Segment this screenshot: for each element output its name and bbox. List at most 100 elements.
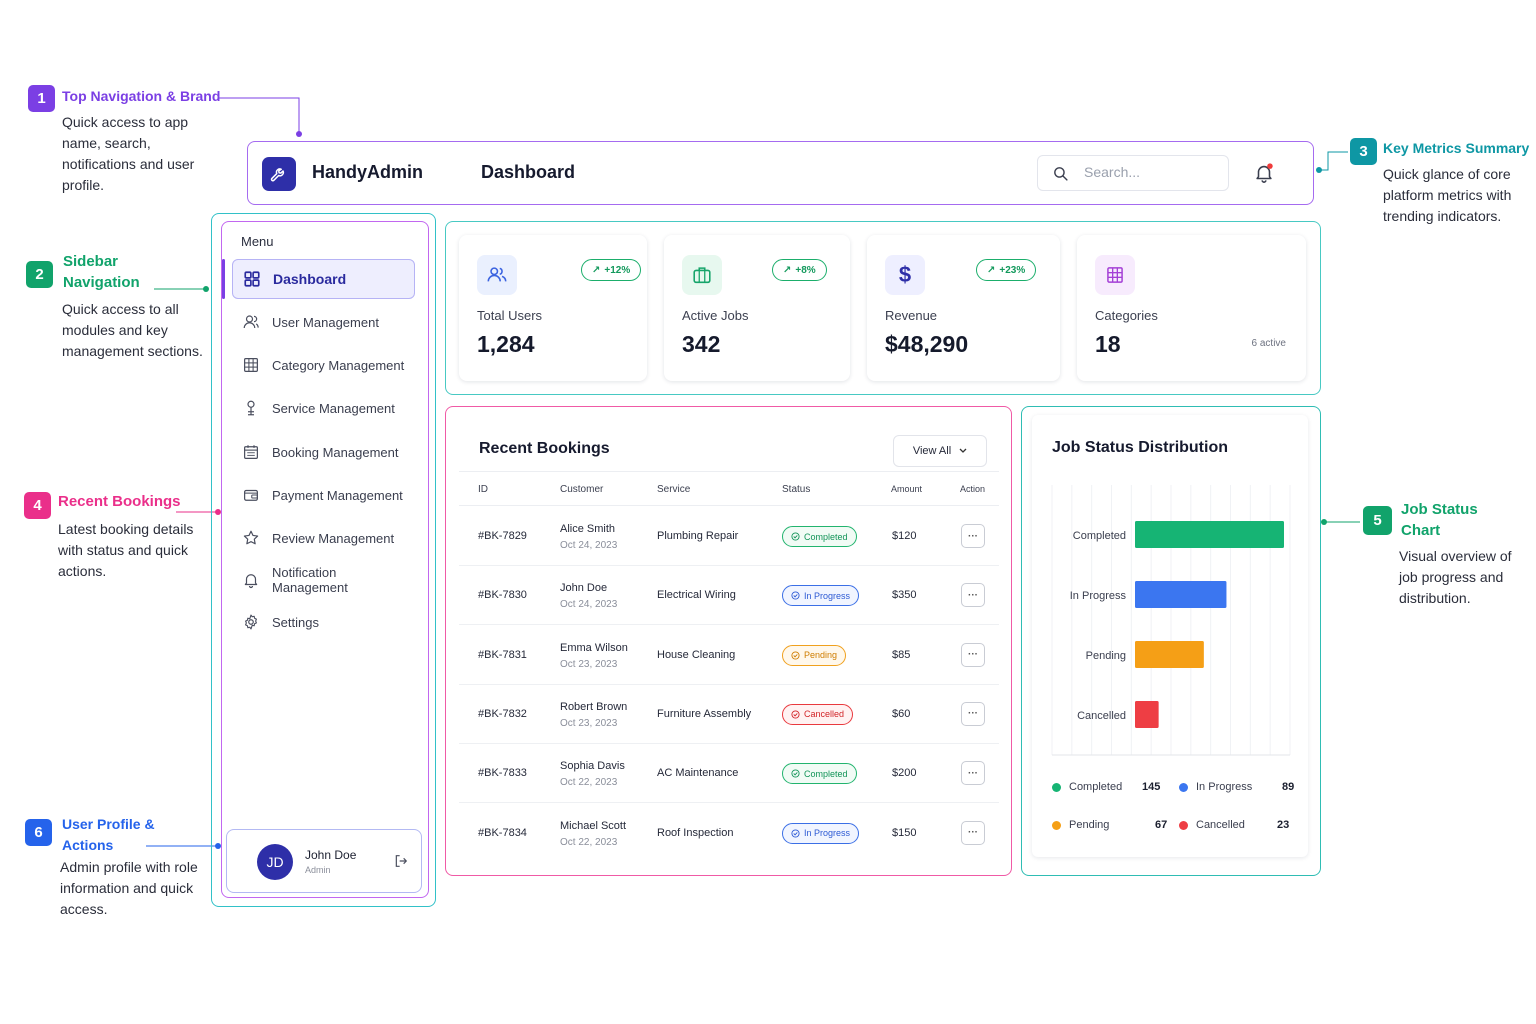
bell-icon [242, 571, 260, 589]
table-row[interactable]: #BK-7834 Michael Scott Oct 22, 2023 Roof In… [459, 804, 999, 863]
sidebar-item-settings[interactable]: Settings [232, 602, 415, 642]
table-header: ID Customer Service Status Amount Action [459, 471, 999, 506]
notification-button[interactable] [1253, 162, 1275, 184]
status-badge: Pending [782, 644, 847, 666]
annotation-connector-1 [218, 97, 302, 137]
table-icon [242, 356, 260, 374]
sidebar-item-label: Service Management [272, 400, 395, 416]
brand-name[interactable]: HandyAdmin [312, 162, 424, 182]
sidebar-item-payment-management[interactable]: Payment Management [232, 475, 415, 515]
grid-icon [1095, 255, 1135, 295]
annotation-desc-4: Latest booking details with status and q… [58, 521, 194, 579]
column-header: Action [960, 484, 986, 494]
recent-bookings-panel: Recent Bookings View All ID Customer Ser… [445, 406, 1012, 876]
annotation-title-1: Top Navigation & Brand [62, 88, 221, 104]
service-name: Roof Inspection [657, 826, 734, 839]
sidebar-item-label: Review Management [272, 530, 395, 546]
view-all-button[interactable]: View All [893, 435, 987, 467]
table-row[interactable]: #BK-7833 Sophia Davis Oct 22, 2023 AC Maint… [459, 744, 999, 804]
status-check-icon [791, 769, 800, 778]
status-check-icon [791, 710, 800, 719]
key-metrics: ↗ +12% Total Users 1,284 ↗ +8% Active Jobs… [445, 221, 1321, 395]
logout-button[interactable] [393, 853, 409, 869]
sidebar-item-label: Category Management [272, 357, 405, 373]
annotation-desc-6: Admin profile with role information and … [60, 859, 198, 917]
sidebar-item-user-management[interactable]: User Management [232, 302, 415, 342]
legend-label: Completed [1069, 781, 1123, 793]
metric-card-categories[interactable]: Categories 18 6 active [1077, 235, 1306, 381]
customer-cell: Sophia Davis Oct 22, 2023 [560, 760, 625, 788]
top-navigation: HandyAdmin Dashboard [247, 141, 1314, 205]
dollar-icon: $ [885, 255, 925, 295]
bookings-title: Recent Bookings [479, 440, 610, 457]
category-label: Completed [1073, 530, 1126, 542]
sidebar-item-label: Notification Management [272, 565, 348, 595]
table-row[interactable]: #BK-7832 Robert Brown Oct 23, 2023 Furnitur… [459, 685, 999, 744]
job-status-chart-panel: Job Status Distribution Completed In Prog… [1021, 406, 1321, 876]
bell-icon [1256, 163, 1273, 183]
search-input[interactable] [1084, 164, 1214, 180]
page-title: Dashboard [481, 162, 576, 182]
customer-name: Emma Wilson [560, 641, 628, 654]
bar-in-progress[interactable] [1135, 581, 1227, 608]
row-actions-button[interactable]: ··· [961, 820, 985, 845]
metric-card-total-users[interactable]: ↗ +12% Total Users 1,284 [459, 235, 647, 381]
metric-card-revenue[interactable]: $ ↗ +23% Revenue $48,290 [867, 235, 1060, 381]
legend-value: 145 [1142, 781, 1161, 793]
booking-date: Oct 24, 2023 [560, 599, 618, 611]
annotation-badge-2: 2 [26, 261, 53, 288]
legend-dot [1179, 782, 1188, 792]
customer-cell: John Doe Oct 24, 2023 [560, 582, 617, 610]
amount: $150 [892, 826, 917, 839]
booking-id: #BK-7832 [478, 707, 527, 720]
legend-item: Pending [1052, 819, 1109, 831]
amount: $200 [892, 767, 917, 780]
annotation-badge-4: 4 [24, 492, 51, 519]
sidebar-item-review-management[interactable]: Review Management [232, 518, 415, 558]
bar-completed[interactable] [1135, 521, 1284, 548]
table-row[interactable]: #BK-7829 Alice Smith Oct 24, 2023 Plumbing … [459, 507, 999, 566]
sidebar-item-dashboard[interactable]: Dashboard [232, 259, 415, 299]
sidebar-item-category-management[interactable]: Category Management [232, 345, 415, 385]
more-icon: ··· [968, 708, 978, 720]
bar-cancelled[interactable] [1135, 701, 1159, 728]
booking-id: #BK-7833 [478, 767, 527, 780]
wrench-icon [270, 168, 285, 182]
customer-cell: Michael Scott Oct 22, 2023 [560, 820, 626, 848]
table-row[interactable]: #BK-7831 Emma Wilson Oct 23, 2023 House Cle… [459, 626, 999, 685]
grid-icon [243, 270, 261, 288]
metric-value: 342 [682, 331, 721, 357]
annotation-badge-3: 3 [1350, 138, 1377, 165]
metric-label: Total Users [477, 308, 543, 323]
more-icon: ··· [968, 649, 978, 661]
booking-id: #BK-7834 [478, 826, 527, 839]
bar-pending[interactable] [1135, 641, 1204, 668]
table-row[interactable]: #BK-7830 John Doe Oct 24, 2023 Electrical W… [459, 566, 999, 626]
row-actions-button[interactable]: ··· [961, 642, 985, 667]
annotation-desc-5: Visual overview of job progress and dist… [1399, 548, 1512, 606]
row-actions-button[interactable]: ··· [961, 524, 985, 548]
status-badge: Completed [782, 763, 857, 785]
status-badge: In Progress [782, 822, 860, 844]
row-actions-button[interactable]: ··· [961, 761, 985, 786]
avatar[interactable]: JD [257, 844, 293, 880]
job-status-bar-chart: Completed In Progress Pending Cancelled [1051, 485, 1291, 756]
metric-card-active-jobs[interactable]: ↗ +8% Active Jobs 342 [664, 235, 850, 381]
sidebar-item-notification-management[interactable]: Notification Management [232, 560, 415, 600]
amount: $60 [892, 707, 911, 720]
legend-label: Pending [1069, 819, 1110, 831]
booking-date: Oct 23, 2023 [560, 658, 618, 670]
sidebar-item-booking-management[interactable]: Booking Management [232, 432, 415, 472]
status-check-icon [791, 651, 800, 660]
user-profile-card[interactable]: JD John Doe Admin [226, 829, 422, 893]
sidebar-item-label: Settings [272, 614, 319, 630]
row-actions-button[interactable]: ··· [961, 583, 985, 608]
search-box[interactable] [1037, 155, 1229, 191]
more-icon: ··· [968, 530, 978, 542]
brand-logo[interactable] [262, 157, 296, 191]
row-actions-button[interactable]: ··· [961, 701, 985, 726]
legend-item: In Progress [1179, 781, 1252, 793]
status-badge: Completed [782, 526, 857, 547]
annotation-title-6: User Profile & Actions [62, 816, 155, 853]
sidebar-item-service-management[interactable]: Service Management [232, 388, 415, 428]
